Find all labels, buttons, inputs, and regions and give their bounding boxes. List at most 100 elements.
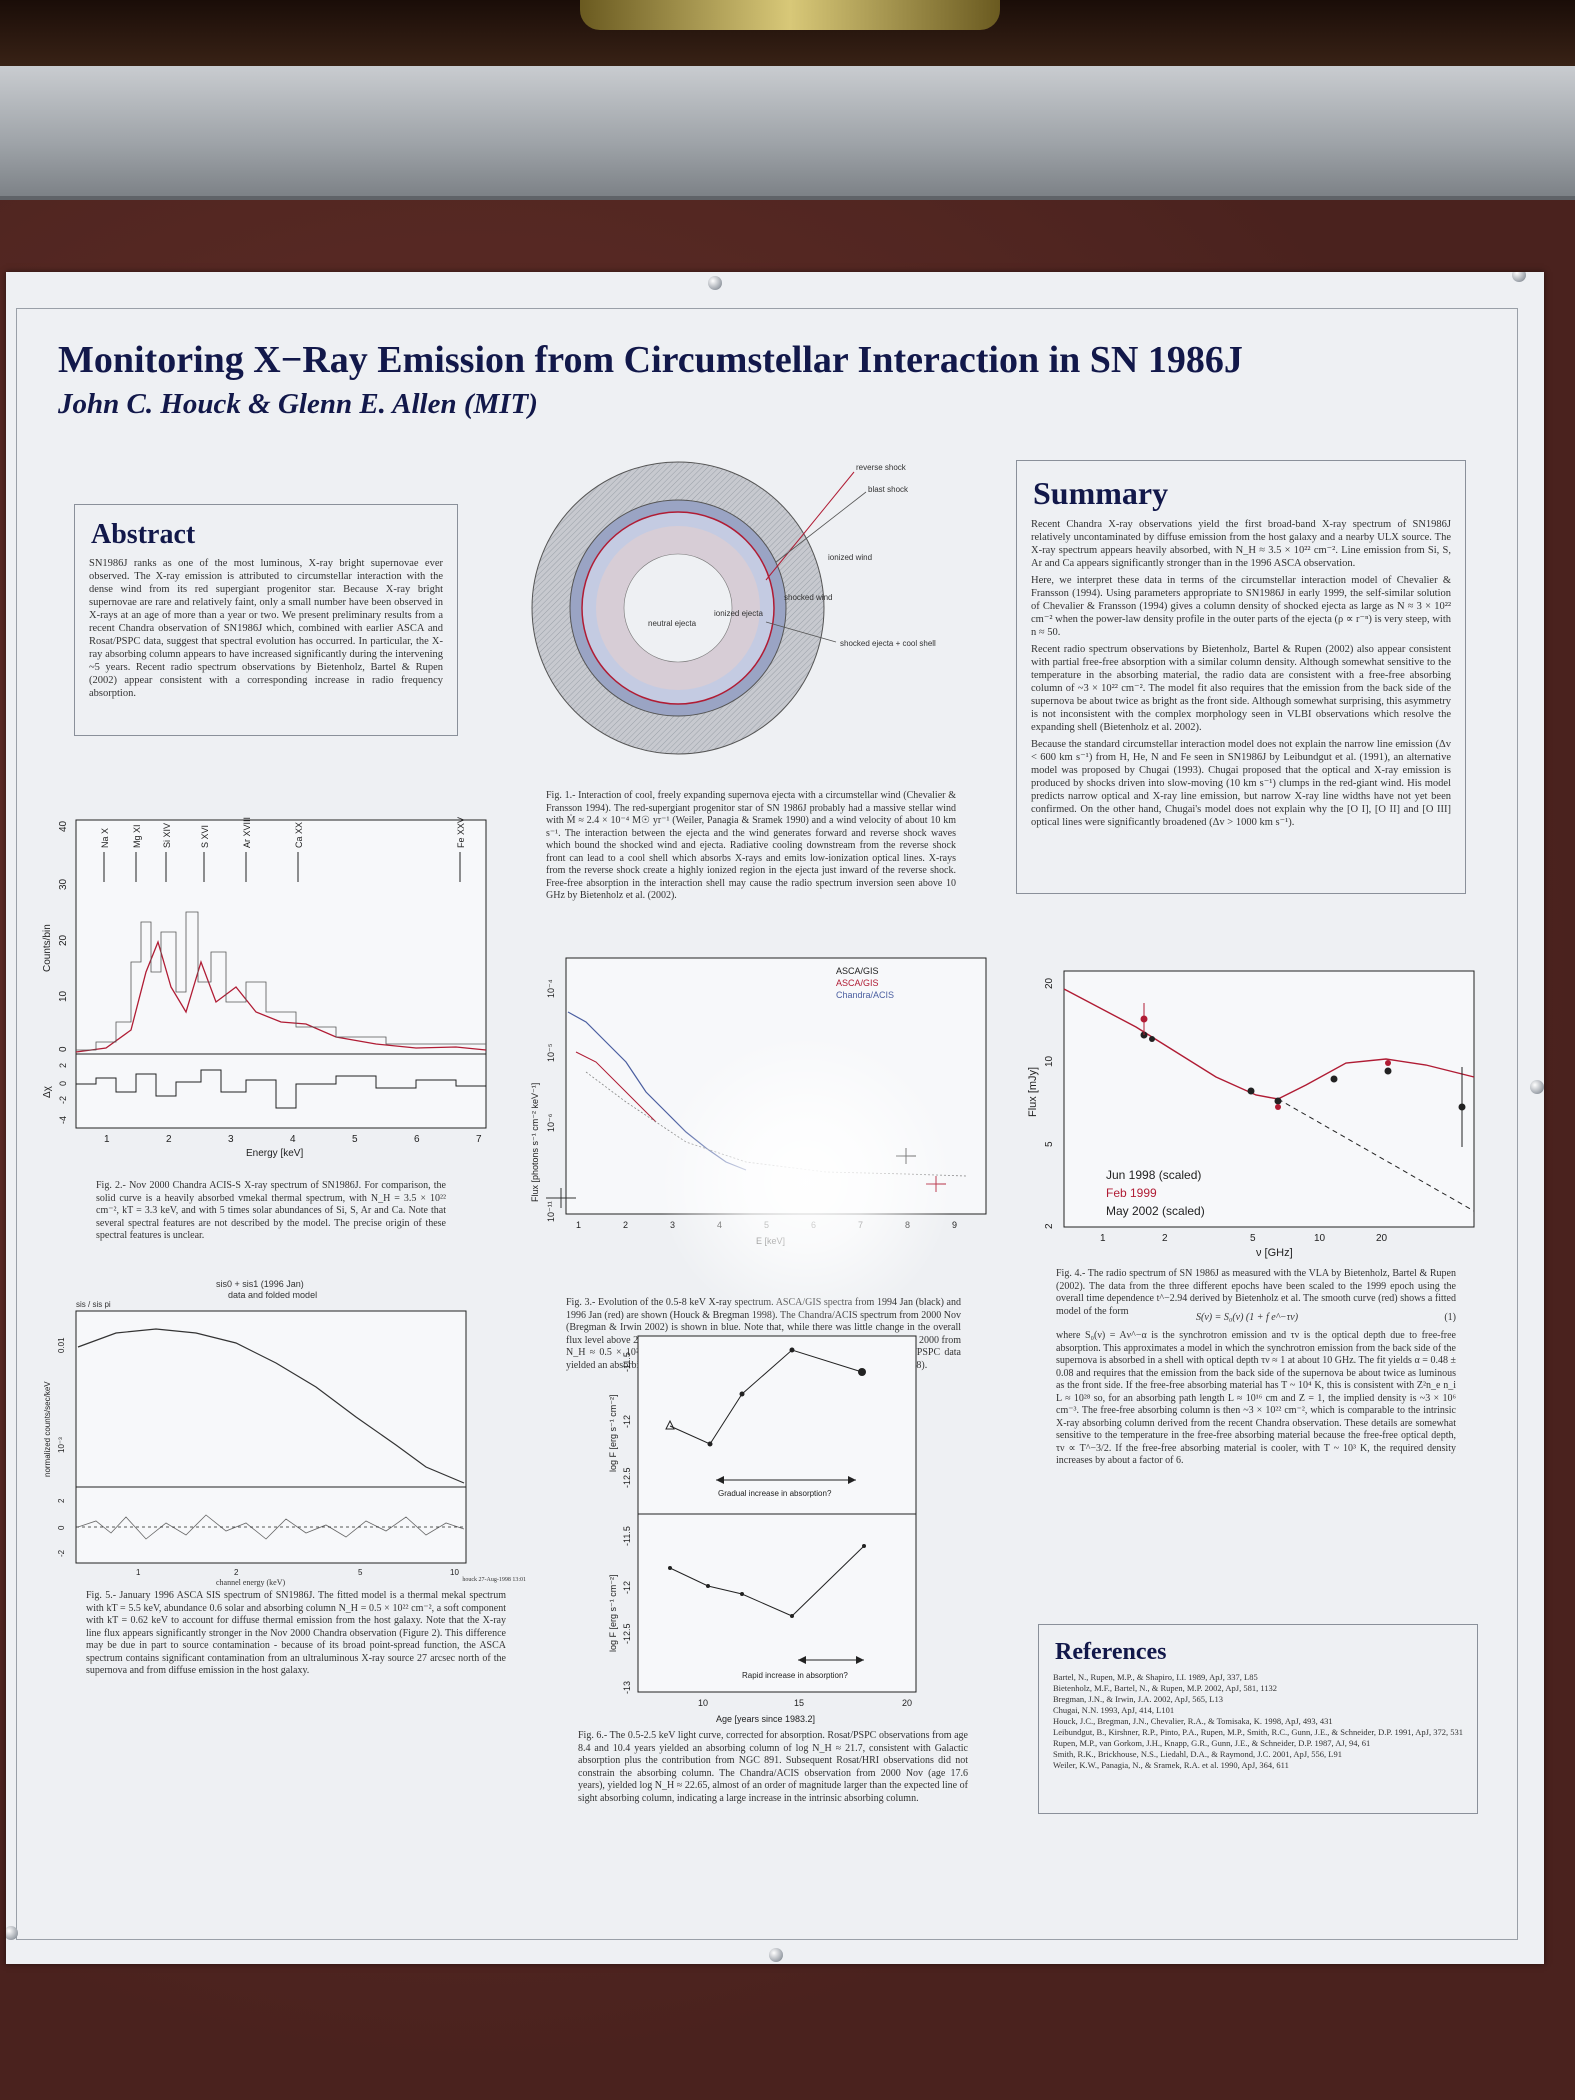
fig6-bottom-ytick: -13	[622, 1681, 632, 1694]
fig5-xtick: 1	[136, 1568, 141, 1577]
summary-paragraph: Here, we interpret these data in terms o…	[1031, 575, 1451, 638]
pushpin-top-center	[708, 276, 722, 290]
references-box: References Bartel, N., Rupen, M.P., & Sh…	[1038, 1624, 1478, 1814]
fig4-legend-entry: Feb 1999	[1106, 1186, 1157, 1200]
fig6-bottom-ytick: -11.5	[622, 1526, 632, 1546]
fig2-xtick: 1	[104, 1134, 110, 1145]
fig2-line-label: Mg XI	[132, 824, 142, 848]
fig1-leader-shocked-ejecta	[765, 621, 837, 643]
fig2-xtick: 4	[290, 1134, 296, 1145]
fig2-reslabel: Δχ	[42, 1085, 53, 1098]
fig3-ytick: 10⁻⁵	[546, 1043, 556, 1062]
reference-item: Chugai, N.N. 1993, ApJ, 414, L101	[1053, 1705, 1175, 1715]
summary-paragraph: Because the standard circumstellar inter…	[1031, 739, 1451, 828]
fig1-neutral-ejecta	[623, 553, 733, 663]
fig4-radio-spectrum: Jun 1998 (scaled) Feb 1999 May 2002 (sca…	[1027, 970, 1475, 1259]
pushpin-top-right	[1512, 272, 1526, 282]
fig5-residuals	[77, 1514, 465, 1540]
fig5-xtick: 5	[358, 1568, 363, 1577]
summary-heading: Summary	[1033, 475, 1169, 511]
fig3-ylabel: Flux [photons s⁻¹ cm⁻² keV⁻¹]	[530, 1083, 540, 1202]
fig6-bottom-ytick: -12	[622, 1581, 632, 1594]
pushpin-left-bottom	[6, 1926, 18, 1940]
reference-item: Bietenholz, M.F., Bartel, N., & Rupen, M…	[1053, 1683, 1278, 1693]
fig3-series-gis-1996	[575, 1051, 657, 1123]
reference-item: Leibundgut, B., Kirshner, R.P., Pinto, P…	[1053, 1727, 1463, 1737]
fig5-restick: -2	[57, 1549, 66, 1557]
fig3-plot-area	[565, 957, 987, 1215]
fig2-xtick: 3	[228, 1134, 234, 1145]
reference-item: Bregman, J.N., & Irwin, J.A. 2002, ApJ, …	[1053, 1694, 1223, 1704]
reference-item: Rupen, M.P., van Gorkom, J.H., Knapp, G.…	[1053, 1738, 1371, 1748]
pushpin-bottom-center	[769, 1948, 783, 1962]
poster-frame	[16, 308, 1518, 1940]
fig2-line-label: Na X	[100, 828, 110, 848]
fig3-xtick: 1	[576, 1220, 581, 1230]
fig2-xtick: 7	[476, 1134, 482, 1145]
fig4-ytick: 5	[1044, 1141, 1055, 1147]
fig2-restick: -2	[58, 1096, 68, 1104]
fig2-line-label: Fe XXV	[456, 817, 466, 848]
fig6-light-curve: Gradual increase in absorption? Rapid in…	[608, 1335, 917, 1724]
poster-authors: John C. Houck & Glenn E. Allen (MIT)	[58, 388, 538, 420]
fig1-label-ionized-wind: ionized wind	[828, 553, 872, 562]
poster-title: Monitoring X−Ray Emission from Circumste…	[58, 339, 1243, 381]
abstract-box: Abstract SN1986J ranks as one of the mos…	[74, 504, 458, 736]
fig1-label-shocked-wind: shocked wind	[784, 593, 832, 602]
fig6-bottom-ytick: -12.5	[622, 1623, 632, 1644]
fig5-subtitle: data and folded model	[228, 1290, 317, 1300]
summary-paragraph: Recent Chandra X-ray observations yield …	[1031, 519, 1451, 569]
fig3-xtick: 6	[811, 1220, 816, 1230]
fig3-ytick: 10⁻⁶	[546, 1113, 556, 1132]
fig5-residual-panel	[75, 1486, 467, 1564]
fig2-xtick: 5	[352, 1134, 358, 1145]
fig6-xtick: 20	[902, 1698, 912, 1708]
fig3-xtick: 5	[764, 1220, 769, 1230]
fig2-line-label: Ar XVIII	[242, 817, 252, 848]
pushpin-right-middle	[1530, 1080, 1544, 1094]
fig2-residual-histogram	[76, 1069, 486, 1109]
fig2-xlabel: Energy [keV]	[246, 1148, 303, 1159]
fig6-top-ytick: -11.5	[622, 1352, 632, 1372]
display-rail	[0, 66, 1575, 200]
poster: Monitoring X−Ray Emission from Circumste…	[6, 272, 1544, 1964]
fig4-xtick: 1	[1100, 1233, 1106, 1244]
reference-item: Weiler, K.W., Panagia, N., & Sramek, R.A…	[1053, 1760, 1289, 1770]
reference-item: Smith, R.K., Brickhouse, N.S., Liedahl, …	[1053, 1749, 1342, 1759]
fig4-plot-area	[1063, 970, 1475, 1228]
fig1-label-blast-shock: blast shock	[868, 485, 909, 494]
fig6-bottom-points	[668, 1544, 866, 1618]
fig1-shock-diagram: reverse shock blast shock ionized wind s…	[531, 461, 936, 755]
references-list: Bartel, N., Rupen, M.P., & Shapiro, I.I.…	[1053, 1672, 1463, 1771]
fig4-xtick: 10	[1314, 1233, 1326, 1244]
fig1-label-neutral-ejecta: neutral ejecta	[648, 619, 697, 628]
fig2-line-label: Si XIV	[162, 823, 172, 848]
fig1-label-shocked-ejecta: shocked ejecta + cool shell	[840, 639, 936, 648]
fig2-caption: Fig. 2.- Nov 2000 Chandra ACIS-S X-ray s…	[96, 1180, 446, 1241]
fig2-xtick: 6	[414, 1134, 420, 1145]
fig4-model-curve	[1063, 988, 1475, 1100]
fig5-caption: Fig. 5.- January 1996 ASCA SIS spectrum …	[86, 1590, 506, 1676]
fig3-xtick: 8	[905, 1220, 910, 1230]
fig4-data-points	[1140, 1003, 1466, 1147]
fig2-restick: 2	[58, 1063, 68, 1068]
fig6-top-ytick: -12	[622, 1415, 632, 1428]
fig2-ytick: 10	[58, 990, 69, 1002]
fig3-ytick: 10⁻⁴	[546, 979, 556, 998]
fig2-ylabel: Counts/bin	[42, 924, 53, 972]
fig2-chandra-spectrum: Na X Mg XI Si XIV S XVI Ar XVIII Ca XX F…	[42, 817, 487, 1159]
fig5-corner-label: sis / sis pi	[76, 1300, 111, 1309]
reference-item: Bartel, N., Rupen, M.P., & Shapiro, I.I.…	[1053, 1672, 1258, 1682]
fig3-legend-entry: ASCA/GIS	[836, 966, 879, 976]
fig2-line-label: Ca XX	[294, 822, 304, 848]
ceiling-lamp	[580, 0, 1000, 30]
fig5-ytick: 10⁻³	[57, 1437, 66, 1453]
fig5-restick: 0	[57, 1525, 66, 1530]
fig1-label-ionized-ejecta: ionized ejecta	[714, 609, 763, 618]
fig5-stamp: houck 27-Aug-1998 13:01	[462, 1577, 526, 1583]
abstract-heading: Abstract	[91, 519, 196, 550]
summary-box: Summary Recent Chandra X-ray observation…	[1016, 460, 1466, 894]
fig6-top-ytick: -12.5	[622, 1467, 632, 1488]
fig1-caption: Fig. 1.- Interaction of cool, freely exp…	[546, 790, 956, 901]
fig3-xtick: 9	[952, 1220, 957, 1230]
